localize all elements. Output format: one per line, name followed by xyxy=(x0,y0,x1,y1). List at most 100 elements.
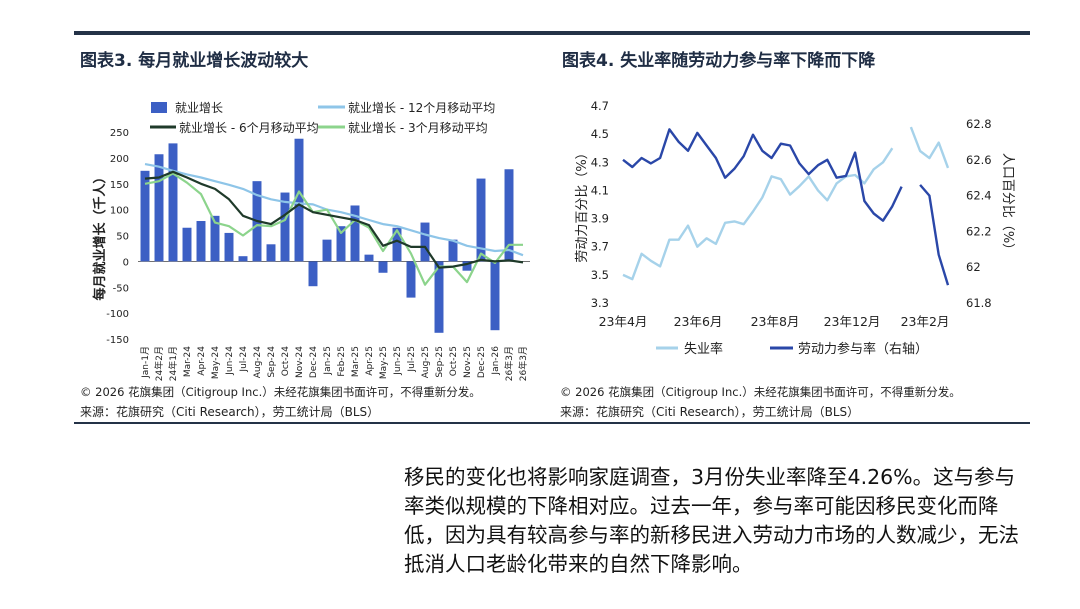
chart3-xtick-label: Nov-25 xyxy=(463,346,473,378)
chart4-ytick-left: 3.7 xyxy=(591,240,609,254)
chart4-ytick-right: 62.4 xyxy=(966,189,992,203)
chart4-ylabel-right: 人口百分比（%） xyxy=(1000,153,1015,256)
chart3-xtick-label: Sep-25 xyxy=(435,346,445,378)
chart4-copyright: © 2026 花旗集团（Citigroup Inc.）未经花旗集团书面许可，不得… xyxy=(560,385,961,399)
chart3-bar xyxy=(154,154,164,262)
chart3-bar xyxy=(266,244,276,262)
chart3-bar xyxy=(504,169,514,262)
chart4-line-series xyxy=(622,147,894,281)
chart4-line-series xyxy=(622,128,903,222)
chart3-bar xyxy=(140,170,150,262)
chart4-ytick-left: 4.1 xyxy=(591,183,609,197)
chart3-xtick-label: Mar-25 xyxy=(351,346,361,377)
chart3-bar xyxy=(434,261,444,333)
chart3-xtick-label: Jun-25 xyxy=(393,346,403,376)
chart4-ytick-right: 62.2 xyxy=(966,224,992,238)
chart3-xtick-label: 26年3月 xyxy=(503,346,515,381)
chart4-xtick-label: 23年4月 xyxy=(599,314,648,329)
chart4-xtick-label: 23年6月 xyxy=(674,314,723,329)
chart3-line-series xyxy=(144,172,523,286)
chart4-xtick-label: 23年12月 xyxy=(824,314,881,329)
body-paragraph: 移民的变化也将影响家庭调查，3月份失业率降至4.26%。这与参与率类似规模的下降… xyxy=(404,465,1019,576)
chart3-xtick-label: Oct-25 xyxy=(449,346,459,376)
chart3-bar xyxy=(182,227,192,262)
chart4-ytick-left: 3.3 xyxy=(591,296,609,310)
chart3-legend-label: 就业增长 - 6个月移动平均 xyxy=(179,121,319,135)
chart3-ytick-label: -50 xyxy=(113,283,129,294)
chart3-bar xyxy=(238,256,248,262)
chart3-bar xyxy=(336,226,346,262)
chart3-bar xyxy=(448,239,458,262)
chart3-ytick-label: 150 xyxy=(110,180,129,191)
chart3-ytick-label: 200 xyxy=(110,154,129,165)
chart4-title: 图表4. 失业率随劳动力参与率下降而下降 xyxy=(562,51,876,71)
chart3-bar xyxy=(308,261,318,287)
chart3-bar xyxy=(196,221,206,262)
chart4-ytick-right: 62.8 xyxy=(966,117,992,131)
chart4-xtick-label: 23年2月 xyxy=(901,314,950,329)
chart3-bar xyxy=(364,254,374,262)
chart3-xtick-label: Jan-25 xyxy=(323,346,333,376)
chart4-ytick-right: 62.6 xyxy=(966,153,992,167)
chart3-bar xyxy=(476,178,486,262)
chart3-xtick-label: Apr-25 xyxy=(365,346,375,376)
chart3-xtick-label: Jan-1月 xyxy=(140,346,151,379)
chart3-ytick-label: 0 xyxy=(123,257,129,268)
chart3-xtick-label: 24年2月 xyxy=(153,346,165,381)
chart3-ytick-label: 50 xyxy=(116,232,129,243)
chart4-line-series xyxy=(909,126,950,169)
chart3-bar xyxy=(224,232,234,262)
chart3-legend-label: 就业增长 xyxy=(175,101,223,115)
chart3-bar xyxy=(294,138,304,262)
chart4-xtick-label: 23年8月 xyxy=(751,314,800,329)
chart3-copyright: © 2026 花旗集团（Citigroup Inc.）未经花旗集团书面许可，不得… xyxy=(80,385,481,399)
chart3-ytick-label: -100 xyxy=(106,309,129,320)
chart3-title: 图表3. 每月就业增长波动较大 xyxy=(80,51,309,71)
chart3-ytick-label: 250 xyxy=(110,128,129,139)
chart3-legend-label: 就业增长 - 3个月移动平均 xyxy=(348,121,488,135)
chart4-source: 来源：花旗研究（Citi Research），劳工统计局（BLS） xyxy=(560,405,860,419)
chart3-bar xyxy=(280,192,290,262)
chart3-xtick-label: Dec-24 xyxy=(309,346,319,378)
chart3-xtick-label: May-24 xyxy=(211,346,221,379)
chart3-xtick-label: Dec-25 xyxy=(477,346,487,378)
chart4-ytick-left: 3.5 xyxy=(591,268,609,282)
chart3-xtick-label: Jul-24 xyxy=(239,346,249,373)
chart4-line-series xyxy=(919,184,950,286)
chart3-legend-swatch-bar xyxy=(151,102,167,113)
chart3-xtick-label: May-25 xyxy=(379,346,389,379)
chart3-xtick-label: 26年3月 xyxy=(517,346,529,381)
chart3-ylabel: 每月就业增长（千人） xyxy=(92,170,108,300)
chart4-ytick-right: 62 xyxy=(966,260,981,274)
chart3-bar xyxy=(322,239,332,262)
chart3-xtick-label: Oct-24 xyxy=(281,346,291,377)
chart3-bar xyxy=(392,227,402,262)
chart3-bar xyxy=(406,261,416,298)
chart3-xtick-label: Aug-25 xyxy=(421,346,431,378)
chart3-xtick-label: Jul-25 xyxy=(407,346,417,373)
chart3-bar xyxy=(210,215,220,262)
chart3-bar xyxy=(168,143,178,262)
chart3-xtick-label: Aug-24 xyxy=(253,346,263,379)
chart3-xtick-label: Jun-24 xyxy=(225,346,235,376)
chart4-ylabel-left: 劳动力百分比（%） xyxy=(574,146,590,262)
chart3-line-series xyxy=(144,163,524,257)
chart4-ytick-left: 3.9 xyxy=(591,212,609,226)
chart4-ytick-left: 4.3 xyxy=(591,155,609,169)
top-rule xyxy=(74,31,1030,35)
chart3-bar xyxy=(378,261,388,273)
chart3-xtick-label: Feb-25 xyxy=(337,346,347,377)
chart3-bar xyxy=(350,205,360,262)
chart3-ytick-label: 100 xyxy=(110,206,129,217)
chart3-xtick-label: 24年1月 xyxy=(167,346,179,381)
chart3-xtick-label: Mar-24 xyxy=(183,346,193,377)
chart4-ytick-left: 4.7 xyxy=(591,99,609,113)
chart4-ytick-left: 4.5 xyxy=(591,127,609,141)
chart3-legend-label: 就业增长 - 12个月移动平均 xyxy=(348,101,495,115)
chart4-ytick-right: 61.8 xyxy=(966,296,992,310)
chart3-xtick-label: Apr-24 xyxy=(197,346,207,376)
chart4-legend-label: 失业率 xyxy=(684,341,723,357)
chart3-bar xyxy=(420,222,430,262)
